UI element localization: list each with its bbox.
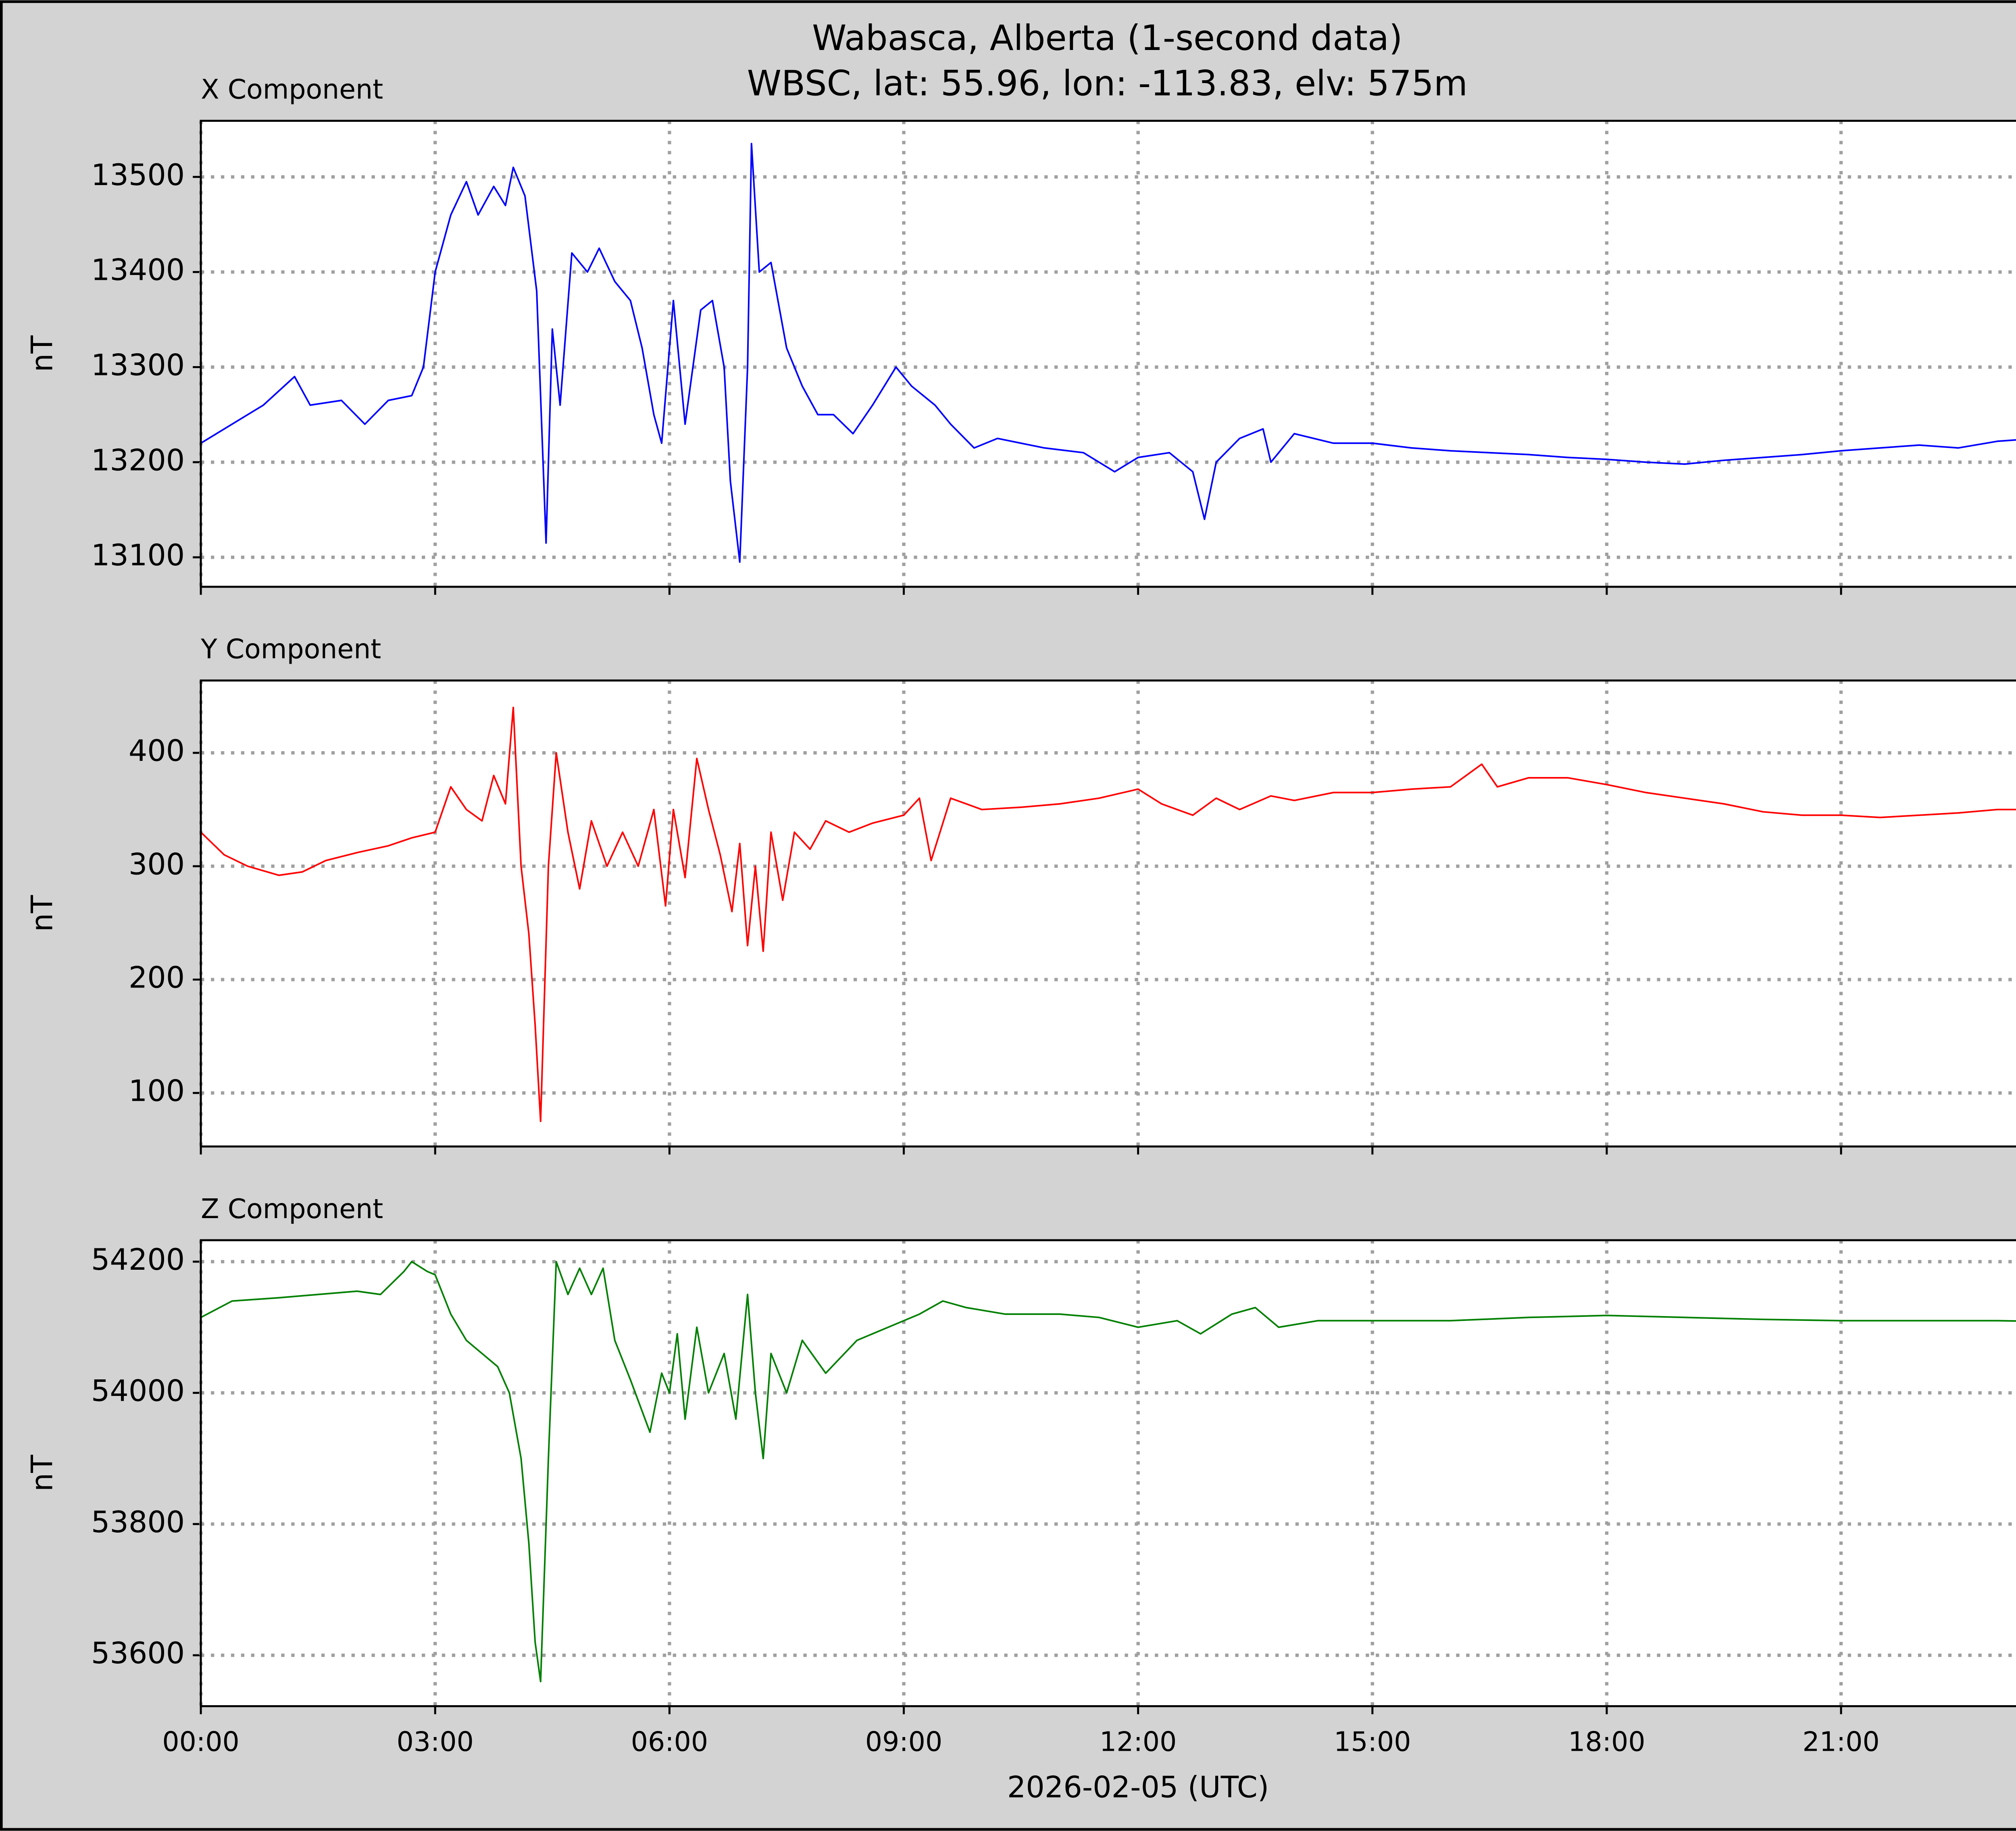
x-tick-label: 09:00 — [865, 1726, 942, 1757]
panel-title: X Component — [201, 74, 383, 105]
y-tick-label: 13300 — [91, 348, 185, 382]
y-tick-label: 200 — [129, 960, 185, 995]
plot-area — [201, 680, 2016, 1147]
data-line — [200, 1260, 2016, 1683]
plot-frame — [200, 1239, 2016, 1707]
y-tick-label: 13400 — [91, 253, 185, 287]
x-tick-label: 00:00 — [162, 1726, 239, 1757]
y-tick-label: 300 — [129, 847, 185, 881]
panel-title: Y Component — [200, 633, 381, 665]
y-tick-label: 400 — [129, 734, 185, 768]
plot-frame — [200, 679, 2016, 1148]
y-tick-label: 13100 — [91, 538, 185, 573]
y-tick-label: 13200 — [91, 443, 185, 477]
y-axis-label: nT — [25, 1455, 60, 1491]
figure-title: Wabasca, Alberta (1-second data) — [812, 18, 1403, 58]
panel-title: Z Component — [201, 1193, 383, 1225]
plot-area — [201, 121, 2016, 587]
y-tick-label: 54000 — [91, 1374, 185, 1408]
y-axis-label: nT — [25, 895, 60, 932]
y-tick-label: 13500 — [91, 158, 185, 192]
y-tick-label: 54200 — [91, 1243, 185, 1277]
plot-area — [201, 1240, 2016, 1706]
plot-frame — [200, 120, 2016, 588]
x-tick-label: 06:00 — [631, 1726, 708, 1757]
y-tick-label: 53600 — [91, 1636, 185, 1671]
y-axis-label: nT — [25, 335, 60, 372]
x-tick-label: 15:00 — [1334, 1726, 1411, 1757]
x-tick-label: 12:00 — [1100, 1726, 1177, 1757]
y-tick-label: 53800 — [91, 1505, 185, 1539]
x-tick-label: 21:00 — [1802, 1726, 1879, 1757]
data-line — [200, 706, 2016, 1122]
data-line — [200, 143, 2016, 563]
x-axis-label: 2026-02-05 (UTC) — [1007, 1770, 1269, 1804]
y-tick-label: 100 — [129, 1074, 185, 1108]
figure-subtitle: WBSC, lat: 55.96, lon: -113.83, elv: 575… — [747, 64, 1468, 104]
x-tick-label: 18:00 — [1568, 1726, 1645, 1757]
x-tick-label: 03:00 — [397, 1726, 474, 1757]
